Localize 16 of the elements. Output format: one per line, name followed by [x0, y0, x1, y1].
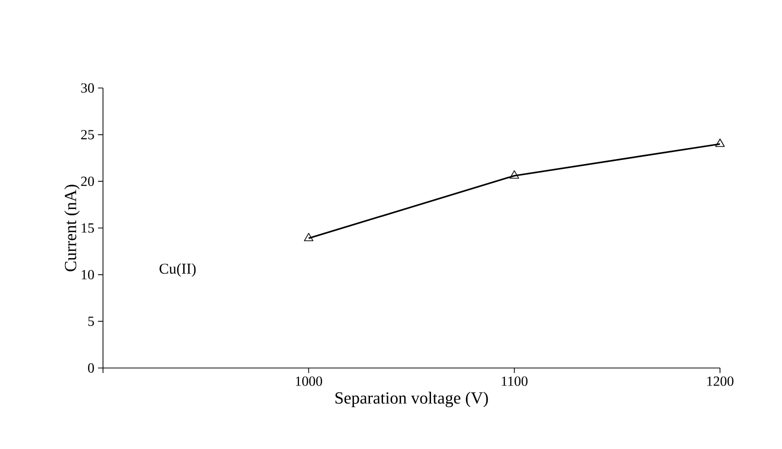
x-tick-label: 1000: [296, 376, 322, 386]
point: [510, 170, 520, 179]
x-tick-label: 1100: [502, 376, 528, 386]
x-tick-label: 1200: [707, 376, 734, 386]
point: [304, 232, 314, 242]
point: [715, 138, 725, 147]
annotation: Cu(II): [160, 263, 196, 277]
y-axis-title: Current (nA): [64, 184, 80, 272]
x-axis-title: Separation voltage (V): [336, 392, 488, 408]
y-tick-label: 30: [81, 83, 94, 93]
y-tick-label: 25: [81, 130, 94, 140]
y-tick-label: 5: [88, 316, 94, 326]
y-tick-label: 0: [88, 363, 94, 373]
y-tick-label: 20: [81, 176, 94, 186]
y-tick-label: 15: [82, 223, 94, 233]
y-tick-label: 10: [82, 270, 94, 280]
